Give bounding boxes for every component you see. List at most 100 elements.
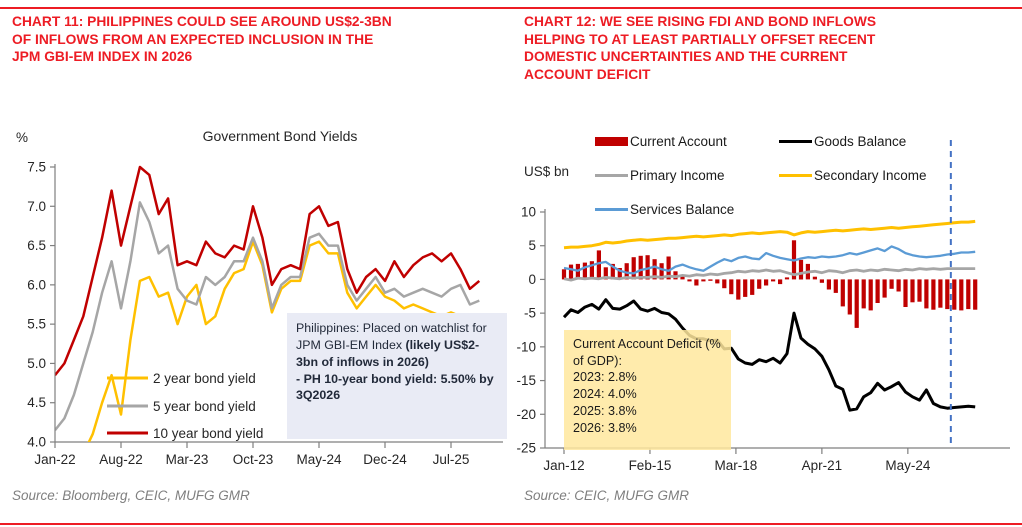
legend-primary-income: Primary Income (595, 168, 725, 183)
current-account-bar (868, 279, 873, 311)
current-account-bar (561, 269, 567, 280)
current-account-bar (603, 267, 608, 280)
current-account-bar (903, 279, 908, 307)
balance-of-payments-chart: 10 5 0 -5 -10 -15 -20 -25 Jan-12 Feb-15 Mar-18 Apr-… (516, 140, 1010, 473)
legend-label: 2 year bond yield (153, 371, 256, 386)
x-tick-label: Mar-18 (715, 458, 758, 473)
x-tick-label: Feb-15 (629, 458, 672, 473)
series-primary-income (563, 267, 976, 282)
ca-deficit-annotation: Current Account Deficit (% of GDP): 2023:… (564, 330, 731, 450)
series-services-balance (563, 245, 976, 275)
left-chart-title: Government Bond Yields (203, 128, 358, 144)
current-account-bar (715, 279, 720, 284)
current-account-bar (631, 257, 636, 280)
right-source: Source: CEIC, MUFG GMR (524, 488, 690, 503)
current-account-bar (819, 279, 824, 283)
x-tick-label: Mar-23 (166, 452, 209, 467)
left-axis-labels: 7.5 7.0 6.5 6.0 5.5 5.0 4.5 4.0 Jan-22 Aug-22 Mar-… (27, 160, 469, 468)
current-account-bar (736, 279, 741, 300)
y-tick-label: 4.0 (27, 435, 46, 450)
current-account-bar (680, 275, 685, 280)
legend-services-balance: Services Balance (595, 202, 734, 217)
y-tick-label: -25 (516, 441, 536, 456)
current-account-swatch (595, 137, 628, 146)
current-account-bar (687, 279, 692, 282)
current-account-bar (666, 256, 671, 280)
current-account-bar (568, 264, 574, 280)
current-account-bar (743, 279, 748, 297)
legend-secondary-income: Secondary Income (779, 168, 927, 183)
secondary-income-swatch (779, 173, 812, 178)
series-goods-balance (562, 298, 976, 412)
y-tick-label: 5.5 (27, 317, 46, 332)
current-account-bar (917, 279, 922, 302)
legend-label: Primary Income (630, 168, 725, 183)
current-account-bar (798, 259, 804, 280)
x-tick-label: Oct-23 (233, 452, 274, 467)
current-account-bar (910, 279, 915, 303)
current-account-bar (784, 277, 790, 280)
current-account-bar (638, 255, 643, 280)
current-account-bar (924, 279, 929, 309)
y-tick-label: -10 (516, 339, 536, 354)
left-source: Source: Bloomberg, CEIC, MUFG GMR (12, 488, 250, 503)
current-account-bar (708, 279, 713, 281)
y-tick-label: 6.5 (27, 238, 46, 253)
legend-label: Secondary Income (814, 168, 927, 183)
current-account-bar (778, 279, 783, 285)
bottom-red-rule (0, 523, 1022, 525)
current-account-bar (854, 279, 859, 328)
x-tick-label: Jul-25 (433, 452, 470, 467)
legend-label: Goods Balance (814, 134, 907, 149)
series-secondary-income (563, 219, 976, 250)
current-account-bar (952, 279, 957, 310)
current-account-bar (659, 263, 664, 280)
bond-yields-chart: 7.5 7.0 6.5 6.0 5.5 5.0 4.5 4.0 Jan-22 Aug-22 Mar-… (16, 128, 503, 468)
current-account-bar (582, 262, 587, 280)
y-tick-label: 10 (521, 205, 536, 220)
watchlist-annotation: Philippines: Placed on watchlist for JPM… (287, 313, 507, 439)
current-account-bar (882, 279, 887, 298)
current-account-bar (826, 279, 831, 290)
top-red-rule (0, 7, 1022, 9)
y-tick-label: 4.5 (27, 395, 46, 410)
current-account-bar (931, 279, 936, 310)
current-account-bar (610, 263, 615, 280)
current-account-bar (889, 279, 894, 289)
y-tick-label: 5.0 (27, 356, 46, 371)
chart12-heading: CHART 12: WE SEE RISING FDI AND BOND INF… (524, 14, 877, 82)
current-account-bar (938, 279, 943, 308)
current-account-bar (973, 279, 978, 310)
primary-income-swatch (595, 174, 628, 177)
legend-label: 5 year bond yield (153, 399, 256, 414)
current-account-bar (645, 255, 650, 280)
current-account-bar (624, 263, 629, 280)
current-account-bar (771, 279, 776, 282)
current-account-bar (896, 279, 901, 292)
chart11-heading: CHART 11: PHILIPPINES COULD SEE AROUND U… (12, 14, 392, 65)
current-account-bar (652, 259, 657, 280)
y-tick-label: -5 (524, 306, 536, 321)
services-balance-swatch (595, 208, 628, 211)
y-tick-label: 0 (528, 272, 536, 287)
left-legend: 2 year bond yield 5 year bond yield 10 yea… (107, 371, 263, 441)
current-account-bar (722, 279, 727, 289)
current-account-bar (757, 279, 762, 289)
current-account-bar (589, 261, 594, 280)
y-tick-label: -20 (516, 407, 536, 422)
x-tick-label: Jan-22 (34, 452, 75, 467)
x-tick-label: May-24 (885, 458, 931, 473)
y-tick-label: -15 (516, 373, 536, 388)
legend-goods-balance: Goods Balance (779, 134, 906, 149)
left-axes (50, 164, 503, 448)
legend-label: Services Balance (630, 202, 735, 217)
x-tick-label: Jan-12 (543, 458, 584, 473)
current-account-bar (840, 279, 845, 307)
x-tick-label: Aug-22 (99, 452, 143, 467)
current-account-bar (861, 279, 866, 309)
goods-balance-swatch (779, 140, 812, 143)
current-account-bar (945, 279, 950, 310)
current-account-bar (966, 279, 971, 310)
legend-label: Current Account (630, 134, 727, 149)
